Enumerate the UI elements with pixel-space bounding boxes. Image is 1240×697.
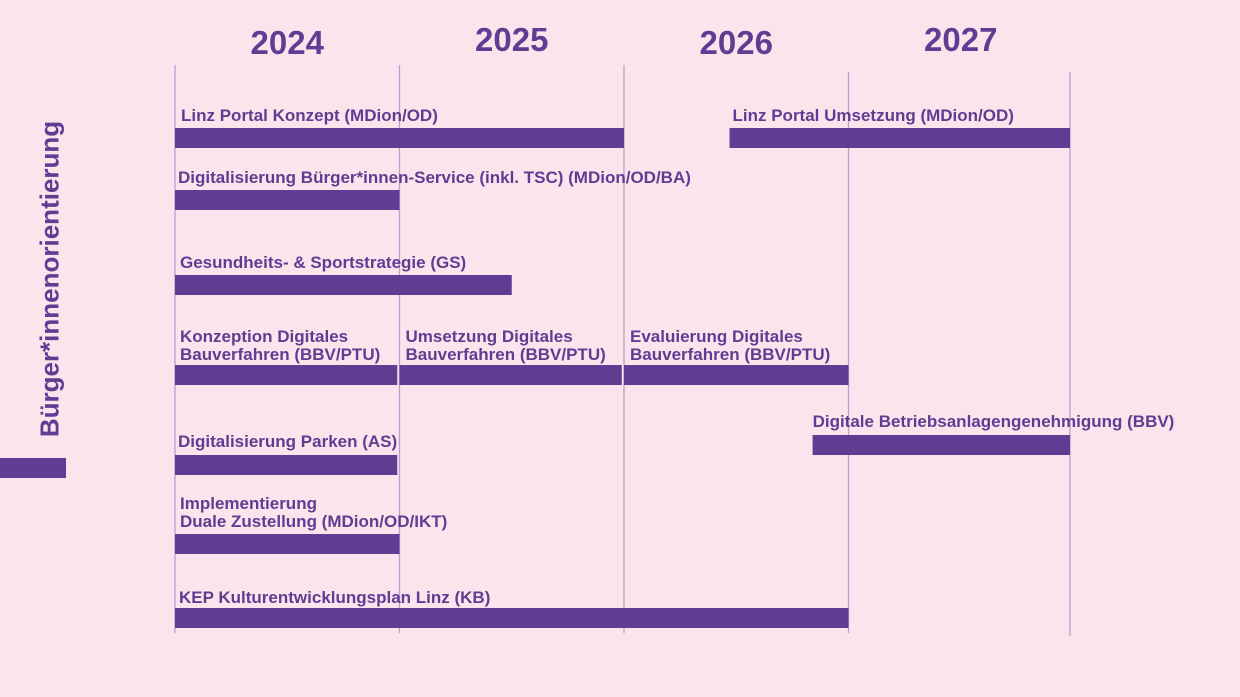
category-label: Bürger*innenorientierung: [34, 120, 65, 438]
year-label: 2024: [251, 24, 325, 61]
category-marker: [0, 458, 66, 478]
task: Gesundheits- & Sportstrategie (GS): [175, 253, 512, 295]
task: Digitalisierung Parken (AS): [175, 432, 398, 475]
task: Digitale Betriebsanlagengenehmigung (BBV…: [812, 412, 1175, 455]
task-bar: [175, 534, 400, 554]
task-label: Digitalisierung Parken (AS): [178, 432, 397, 451]
task-label: Gesundheits- & Sportstrategie (GS): [180, 253, 466, 272]
task-label: Duale Zustellung (MDion/OD/IKT): [180, 512, 447, 531]
task-bar: [624, 365, 849, 385]
task-bars: Linz Portal Konzept (MDion/OD) Linz Porta…: [175, 106, 1174, 628]
task-label: Digitalisierung Bürger*innen-Service (in…: [178, 168, 691, 187]
task-label: Linz Portal Umsetzung (MDion/OD): [733, 106, 1014, 125]
task-bar: [175, 275, 512, 295]
task-bar: [399, 365, 622, 385]
task-label: Bauverfahren (BBV/PTU): [630, 345, 830, 364]
task-label: Linz Portal Konzept (MDion/OD): [181, 106, 438, 125]
year-label: 2026: [700, 24, 773, 61]
task-label: Konzeption Digitales: [180, 327, 348, 346]
task-bar: [175, 190, 400, 210]
task: Linz Portal Konzept (MDion/OD): [175, 106, 624, 148]
task-label: Bauverfahren (BBV/PTU): [406, 345, 606, 364]
year-label: 2025: [475, 21, 548, 58]
task: Digitalisierung Bürger*innen-Service (in…: [175, 168, 691, 210]
year-label: 2027: [924, 21, 997, 58]
task-label: Umsetzung Digitales: [406, 327, 573, 346]
task-label: KEP Kulturentwicklungsplan Linz (KB): [179, 588, 490, 607]
task-bar: [175, 365, 398, 385]
task-label: Digitale Betriebsanlagengenehmigung (BBV…: [813, 412, 1175, 431]
task: KEP Kulturentwicklungsplan Linz (KB): [175, 588, 849, 628]
task-label: Evaluierung Digitales: [630, 327, 803, 346]
task-bar: [812, 435, 1070, 455]
task: Linz Portal Umsetzung (MDion/OD): [729, 106, 1070, 148]
task-bar: [175, 608, 849, 628]
task-label: Bauverfahren (BBV/PTU): [180, 345, 380, 364]
task-label: Implementierung: [180, 494, 317, 513]
year-labels: 2024 2025 2026 2027: [251, 21, 998, 61]
task-bar: [729, 128, 1070, 148]
task-bar: [175, 128, 624, 148]
task-bar: [175, 455, 398, 475]
